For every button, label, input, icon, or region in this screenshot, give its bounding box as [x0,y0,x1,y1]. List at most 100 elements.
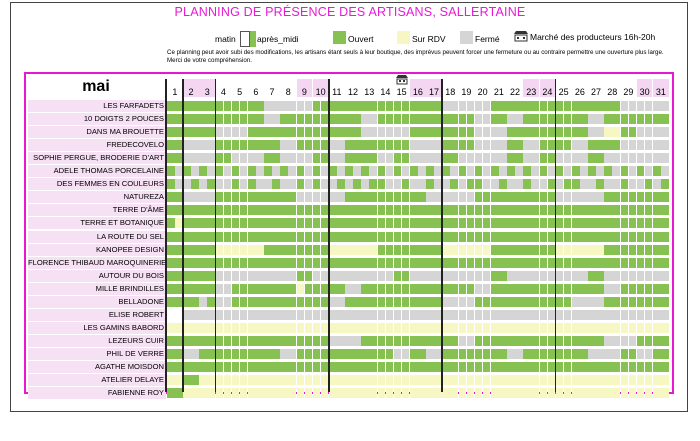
slot-apres-midi [191,140,199,151]
slot-matin [442,270,450,281]
slot-apres-midi [272,205,280,216]
slot-apres-midi [175,140,183,151]
slot-apres-midi [401,362,410,372]
legend-sur-rdv-label: Sur RDV [412,34,446,44]
slot-matin [507,283,515,294]
slot-apres-midi [515,166,523,177]
slot-apres-midi [353,218,361,229]
slot-matin [555,335,564,346]
slot-apres-midi [628,101,637,111]
slot-apres-midi [434,375,442,386]
slot-matin [507,114,515,125]
slot-matin [377,179,386,190]
slot-matin [345,205,353,216]
slot-matin [215,114,224,125]
slot-matin [215,179,224,190]
slot-apres-midi [596,362,604,372]
slot-matin [167,348,175,359]
slot-apres-midi [239,244,248,255]
slot-apres-midi [580,322,588,333]
slot-matin [555,270,564,281]
slot-matin [231,244,240,255]
slot-apres-midi [175,244,183,255]
slot-apres-midi [499,296,507,307]
slot-matin [491,140,499,151]
slot-apres-midi [256,127,264,138]
day-header: 13 [364,87,375,97]
slot-matin [345,335,353,346]
slot-apres-midi [256,114,264,125]
slot-apres-midi [369,218,377,229]
slot-apres-midi [434,218,442,229]
slot-apres-midi [644,127,653,138]
slot-matin [329,114,337,125]
slot-matin [231,101,240,111]
slot-matin [393,322,402,333]
slot-matin [296,231,305,242]
slot-matin [215,192,224,203]
slot-apres-midi [385,101,394,111]
artisan-name: MILLE BRINDILLES [28,282,166,295]
slot-apres-midi [418,244,426,255]
slot-apres-midi [531,140,539,151]
slot-matin [280,283,288,294]
slot-apres-midi [272,179,280,190]
slot-matin [264,166,272,177]
page-title: PLANNING DE PRÉSENCE DES ARTISANS, SALLE… [174,5,526,19]
slot-matin [539,257,548,268]
slot-apres-midi [580,218,588,229]
slot-matin [377,283,386,294]
slot-matin [572,205,580,216]
slot-matin [474,127,483,138]
slot-apres-midi [223,205,232,216]
slot-apres-midi [418,114,426,125]
slot-matin [555,127,564,138]
slot-apres-midi [337,101,345,111]
slot-apres-midi [304,375,313,386]
slot-apres-midi [337,309,345,320]
slot-matin [345,101,353,111]
slot-apres-midi [563,283,572,294]
slot-matin [588,101,596,111]
slot-matin [377,257,386,268]
slot-apres-midi [547,322,556,333]
slot-matin [248,166,256,177]
slot-apres-midi [450,153,458,164]
slot-matin [653,375,661,386]
slot-apres-midi [401,375,410,386]
day-header: 30 [636,79,653,97]
slot-matin [458,270,467,281]
slot-apres-midi [239,179,248,190]
slot-matin [231,205,240,216]
slot-apres-midi [239,348,248,359]
slot-matin [215,283,224,294]
slot-apres-midi [547,283,556,294]
page-border [10,2,688,412]
slot-apres-midi [547,388,556,399]
slot-matin [442,283,450,294]
slot-apres-midi [369,166,377,177]
slot-apres-midi [369,335,377,346]
slot-matin [588,179,596,190]
slot-apres-midi [401,244,410,255]
slot-matin [474,375,483,386]
slot-apres-midi [191,388,199,399]
slot-apres-midi [450,335,458,346]
slot-apres-midi [563,231,572,242]
slot-apres-midi [369,101,377,111]
slot-matin [588,244,596,255]
slot-matin [296,348,305,359]
slot-apres-midi [239,140,248,151]
slot-apres-midi [628,283,637,294]
slot-apres-midi [612,309,620,320]
slot-apres-midi [191,192,199,203]
slot-matin [345,218,353,229]
slot-matin [264,388,272,399]
slot-matin [458,192,467,203]
slot-matin [183,375,191,386]
slot-apres-midi [304,231,313,242]
slot-apres-midi [369,114,377,125]
slot-apres-midi [191,309,199,320]
slot-matin [523,231,531,242]
slot-matin [312,296,321,307]
